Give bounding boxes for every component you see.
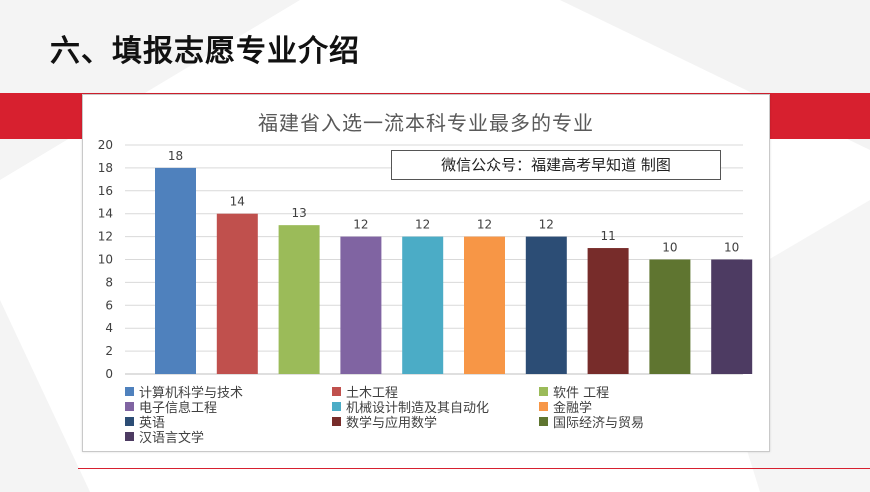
data-label: 12	[415, 218, 430, 232]
legend-label: 数学与应用数学	[346, 416, 438, 431]
data-label: 12	[353, 218, 368, 232]
y-tick-label: 12	[98, 230, 113, 244]
bar	[649, 259, 691, 374]
legend-item: 汉语言文学	[125, 429, 332, 446]
legend-label: 软件 工程	[553, 386, 610, 401]
legend-label: 英语	[139, 416, 166, 431]
chart-legend: 计算机科学与技术 土木工程 软件 工程电子信息工程 机械设计制造及其自动化 金融学英语 数…	[125, 384, 745, 446]
data-label: 13	[291, 206, 306, 220]
legend-item: 计算机科学与技术	[125, 384, 332, 401]
data-label: 11	[600, 229, 615, 243]
bar	[464, 236, 505, 374]
data-label: 10	[724, 241, 739, 255]
bar	[278, 225, 320, 374]
bar	[216, 213, 258, 374]
y-tick-label: 16	[98, 184, 113, 198]
legend-swatch	[332, 387, 341, 396]
data-label: 12	[477, 218, 492, 232]
watermark-box: 微信公众号：福建高考早知道 制图	[391, 150, 721, 180]
y-tick-label: 18	[98, 161, 113, 175]
legend-label: 计算机科学与技术	[139, 386, 244, 401]
y-tick-label: 20	[98, 138, 113, 152]
y-tick-label: 6	[105, 298, 113, 312]
bar	[155, 167, 196, 374]
legend-swatch	[332, 402, 341, 411]
bar	[525, 236, 567, 374]
legend-item: 数学与应用数学	[332, 414, 539, 431]
legend-label: 国际经济与贸易	[553, 416, 645, 431]
legend-item: 机械设计制造及其自动化	[332, 399, 539, 416]
legend-item: 电子信息工程	[125, 399, 332, 416]
legend-label: 金融学	[553, 401, 593, 416]
legend-label: 土木工程	[346, 386, 399, 401]
legend-swatch	[125, 387, 134, 396]
bottom-divider-line	[78, 468, 870, 469]
y-tick-label: 4	[105, 321, 113, 335]
legend-item: 国际经济与贸易	[539, 414, 745, 431]
chart-panel: 0 2 4 6 8 10 12 14 16 18 20 18 14 13 12 12 12 12 11 10 10 福建…	[82, 94, 770, 452]
legend-swatch	[125, 417, 134, 426]
legend-label: 机械设计制造及其自动化	[346, 401, 490, 416]
data-label: 12	[539, 218, 554, 232]
legend-swatch	[332, 417, 341, 426]
legend-swatch	[539, 417, 548, 426]
y-tick-label: 0	[105, 367, 113, 381]
legend-label: 电子信息工程	[139, 401, 218, 416]
legend-swatch	[539, 387, 548, 396]
legend-swatch	[125, 432, 134, 441]
bar	[402, 236, 444, 374]
legend-swatch	[539, 402, 548, 411]
legend-label: 汉语言文学	[139, 431, 205, 446]
legend-item: 金融学	[539, 399, 745, 416]
y-tick-label: 14	[98, 207, 113, 221]
slide-title: 六、填报志愿专业介绍	[50, 34, 360, 69]
y-tick-label: 8	[105, 275, 113, 289]
legend-item: 土木工程	[332, 384, 539, 401]
bar	[711, 259, 753, 374]
legend-item: 软件 工程	[539, 384, 745, 401]
bar	[587, 248, 629, 374]
data-label: 18	[168, 149, 183, 163]
bar-chart: 0 2 4 6 8 10 12 14 16 18 20 18 14 13 12 12 12 12 11 10 10	[98, 138, 753, 381]
legend-swatch	[125, 402, 134, 411]
data-label: 10	[662, 241, 677, 255]
legend-item: 英语	[125, 414, 332, 431]
y-tick-label: 10	[98, 253, 113, 267]
data-label: 14	[230, 195, 245, 209]
bar	[340, 236, 382, 374]
y-tick-label: 2	[105, 344, 113, 358]
chart-title: 福建省入选一流本科专业最多的专业	[258, 111, 594, 135]
